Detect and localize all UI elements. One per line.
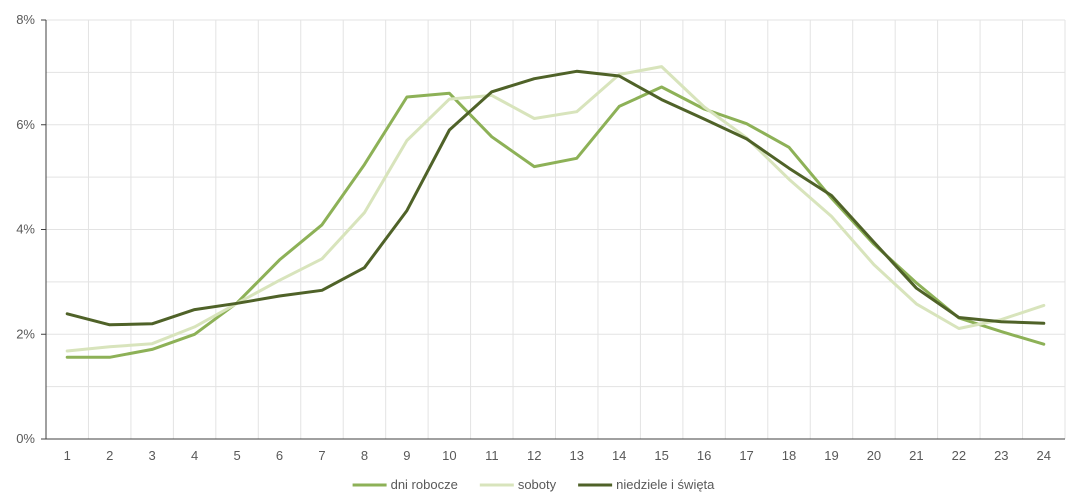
x-tick-label: 12 [527, 448, 541, 463]
x-tick-label: 11 [485, 448, 499, 463]
series-lines [65, 65, 1046, 359]
legend: dni robocze soboty niedziele i święta [352, 477, 715, 492]
x-tick-label: 14 [612, 448, 626, 463]
x-tick-label: 22 [952, 448, 966, 463]
x-tick-label: 1 [64, 448, 71, 463]
legend-label-1: dni robocze [391, 477, 458, 492]
x-tick-label: 6 [276, 448, 283, 463]
x-tick-label: 15 [654, 448, 668, 463]
x-tick-label: 13 [569, 448, 583, 463]
x-tick-label: 23 [994, 448, 1008, 463]
x-tick-label: 9 [403, 448, 410, 463]
y-tick-label: 2% [16, 326, 35, 341]
x-tick-label: 3 [149, 448, 156, 463]
axes: 0%2%4%6%8%1 2 3 4 5 6 7 8 9 10 11 12 13 14 15 16 17 18 19 2… [16, 12, 1065, 463]
x-tick-label: 17 [739, 448, 753, 463]
x-tick-label: 19 [824, 448, 838, 463]
grid [46, 19, 1066, 439]
x-tick-label: 24 [1037, 448, 1051, 463]
legend-label-3: niedziele i święta [616, 477, 715, 492]
y-tick-label: 8% [16, 12, 35, 27]
x-tick-label: 10 [442, 448, 456, 463]
x-tick-label: 8 [361, 448, 368, 463]
legend-label-2: soboty [518, 477, 557, 492]
y-tick-label: 6% [16, 117, 35, 132]
x-tick-label: 18 [782, 448, 796, 463]
x-tick-label: 20 [867, 448, 881, 463]
x-tick-label: 21 [909, 448, 923, 463]
x-tick-label: 2 [106, 448, 113, 463]
x-tick-label: 5 [233, 448, 240, 463]
x-tick-label: 4 [191, 448, 198, 463]
x-tick-label: 7 [318, 448, 325, 463]
x-tick-label: 16 [697, 448, 711, 463]
series-line-3 [65, 69, 1046, 327]
series-line-2 [65, 65, 1046, 353]
y-tick-label: 0% [16, 431, 35, 446]
y-tick-label: 4% [16, 222, 35, 237]
